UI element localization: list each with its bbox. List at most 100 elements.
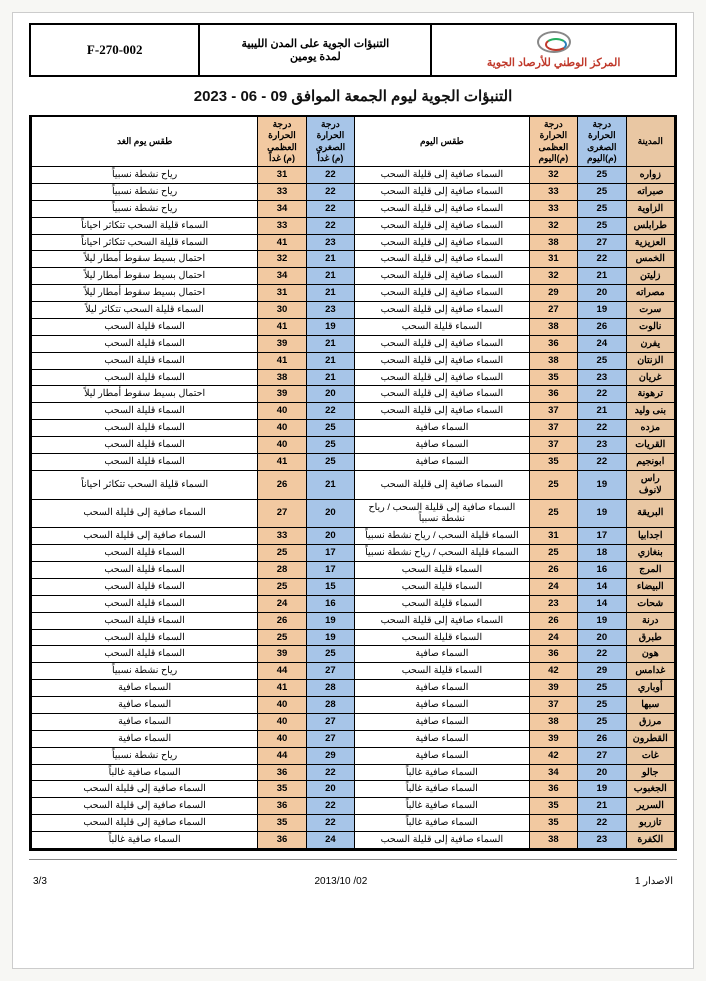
cell-tmax-today: 24 [529, 629, 577, 646]
cell-tmin-today: 22 [578, 420, 626, 437]
cell-wx-tomorrow: السماء قليلة السحب [32, 629, 258, 646]
cell-tmin-tomorrow: 22 [306, 200, 354, 217]
cell-tmax-tomorrow: 41 [258, 234, 306, 251]
cell-wx-tomorrow: السماء قليلة السحب [32, 437, 258, 454]
table-row: ترهونة2236السماء صافية إلى قليلة السحب20… [32, 386, 675, 403]
cell-tmax-today: 34 [529, 764, 577, 781]
cell-tmax-today: 29 [529, 285, 577, 302]
table-row: زليتن2132السماء صافية إلى قليلة السحب213… [32, 268, 675, 285]
table-row: درنة1926السماء صافية إلى قليلة السحب1926… [32, 612, 675, 629]
cell-tmax-tomorrow: 30 [258, 302, 306, 319]
cell-tmax-tomorrow: 41 [258, 318, 306, 335]
cell-wx-tomorrow: السماء قليلة السحب [32, 578, 258, 595]
table-row: مزده2237السماء صافية2540السماء قليلة الس… [32, 420, 675, 437]
cell-tmin-today: 25 [578, 183, 626, 200]
cell-city: اجدابيا [626, 528, 674, 545]
cell-city: بنغازي [626, 545, 674, 562]
cell-wx-tomorrow: السماء قليلة السحب تتكاثر احياناً [32, 234, 258, 251]
cell-tmin-today: 27 [578, 747, 626, 764]
table-row: الكفرة2338السماء صافية إلى قليلة السحب24… [32, 832, 675, 849]
cell-tmax-today: 38 [529, 352, 577, 369]
table-row: تازربو2235السماء صافية غالباً2235السماء … [32, 815, 675, 832]
cell-city: غريان [626, 369, 674, 386]
cell-tmax-tomorrow: 40 [258, 697, 306, 714]
cell-wx-tomorrow: السماء صافية إلى قليلة السحب [32, 815, 258, 832]
cell-wx-tomorrow: رياح نشطة نسبياً [32, 167, 258, 184]
cell-tmax-today: 36 [529, 386, 577, 403]
cell-tmax-today: 38 [529, 318, 577, 335]
cell-tmin-tomorrow: 21 [306, 352, 354, 369]
cell-wx-tomorrow: السماء قليلة السحب [32, 403, 258, 420]
cell-tmax-today: 35 [529, 798, 577, 815]
cell-tmin-today: 29 [578, 663, 626, 680]
cell-tmin-tomorrow: 21 [306, 251, 354, 268]
table-row: غات2742السماء صافية2944رياح نشطة نسبياً [32, 747, 675, 764]
page: المركز الوطني للأرصاد الجوية التنبؤات ال… [12, 12, 694, 969]
cell-tmin-today: 26 [578, 730, 626, 747]
cell-tmin-tomorrow: 19 [306, 629, 354, 646]
cell-tmax-tomorrow: 26 [258, 470, 306, 499]
table-head-row: المدينة درجة الحرارة الصغرى (م)اليوم درج… [32, 117, 675, 167]
cell-wx-tomorrow: رياح نشطة نسبياً [32, 183, 258, 200]
cell-tmax-tomorrow: 36 [258, 832, 306, 849]
cell-wx-today: السماء قليلة السحب [355, 595, 529, 612]
cell-wx-tomorrow: السماء صافية غالباً [32, 764, 258, 781]
cell-tmax-tomorrow: 36 [258, 798, 306, 815]
cell-wx-tomorrow: السماء قليلة السحب [32, 335, 258, 352]
cell-tmin-today: 22 [578, 453, 626, 470]
cell-city: غات [626, 747, 674, 764]
cell-tmin-tomorrow: 21 [306, 470, 354, 499]
cell-wx-today: السماء صافية إلى قليلة السحب [355, 302, 529, 319]
cell-tmin-today: 21 [578, 403, 626, 420]
cell-tmax-tomorrow: 33 [258, 217, 306, 234]
cell-tmax-today: 26 [529, 562, 577, 579]
cell-wx-today: السماء صافية إلى قليلة السحب [355, 167, 529, 184]
cell-tmax-today: 37 [529, 420, 577, 437]
cell-tmax-today: 36 [529, 646, 577, 663]
cell-city: الجغبوب [626, 781, 674, 798]
cell-wx-today: السماء صافية إلى قليلة السحب [355, 386, 529, 403]
cell-city: السرير [626, 798, 674, 815]
cell-tmin-tomorrow: 22 [306, 167, 354, 184]
cell-tmin-tomorrow: 19 [306, 612, 354, 629]
cell-wx-tomorrow: السماء قليلة السحب [32, 369, 258, 386]
cell-wx-tomorrow: السماء قليلة السحب [32, 453, 258, 470]
cell-tmin-today: 21 [578, 268, 626, 285]
footer-divider [29, 859, 677, 860]
table-row: نالوت2638السماء قليلة السحب1941السماء قل… [32, 318, 675, 335]
forecast-table: المدينة درجة الحرارة الصغرى (م)اليوم درج… [31, 117, 675, 849]
cell-wx-tomorrow: السماء قليلة السحب [32, 562, 258, 579]
cell-city: الكفرة [626, 832, 674, 849]
cell-tmax-tomorrow: 27 [258, 499, 306, 528]
cell-wx-tomorrow: السماء صافية إلى قليلة السحب [32, 528, 258, 545]
cell-tmin-today: 25 [578, 200, 626, 217]
cell-wx-today: السماء صافية إلى قليلة السحب [355, 369, 529, 386]
cell-city: درنة [626, 612, 674, 629]
doc-title-line1: التنبؤات الجوية على المدن الليبية [242, 37, 390, 50]
cell-tmax-tomorrow: 41 [258, 453, 306, 470]
cell-tmax-tomorrow: 40 [258, 403, 306, 420]
cell-tmin-tomorrow: 22 [306, 764, 354, 781]
cell-tmin-tomorrow: 24 [306, 832, 354, 849]
cell-city: تازربو [626, 815, 674, 832]
cell-wx-today: السماء صافية [355, 646, 529, 663]
table-row: غريان2335السماء صافية إلى قليلة السحب213… [32, 369, 675, 386]
cell-wx-tomorrow: احتمال بسيط سقوط أمطار ليلاً [32, 285, 258, 302]
cell-tmin-today: 19 [578, 470, 626, 499]
cell-tmin-today: 25 [578, 680, 626, 697]
cell-city: زليتن [626, 268, 674, 285]
cell-city: مصراته [626, 285, 674, 302]
cell-tmax-today: 37 [529, 403, 577, 420]
cell-city: طبرق [626, 629, 674, 646]
cell-tmax-tomorrow: 35 [258, 781, 306, 798]
cell-city: القطرون [626, 730, 674, 747]
cell-tmin-today: 26 [578, 318, 626, 335]
cell-tmax-tomorrow: 34 [258, 200, 306, 217]
cell-wx-today: السماء قليلة السحب [355, 318, 529, 335]
cell-tmax-today: 33 [529, 200, 577, 217]
cell-tmin-tomorrow: 25 [306, 420, 354, 437]
col-wx-tomorrow: طقس يوم الغد [32, 117, 258, 167]
org-name: المركز الوطني للأرصاد الجوية [487, 56, 621, 69]
cell-wx-tomorrow: احتمال بسيط سقوط أمطار ليلاً [32, 251, 258, 268]
cell-wx-today: السماء صافية إلى قليلة السحب [355, 268, 529, 285]
